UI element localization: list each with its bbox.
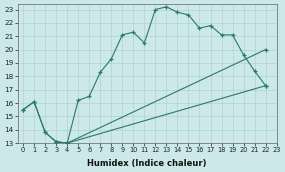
X-axis label: Humidex (Indice chaleur): Humidex (Indice chaleur) (87, 159, 207, 168)
